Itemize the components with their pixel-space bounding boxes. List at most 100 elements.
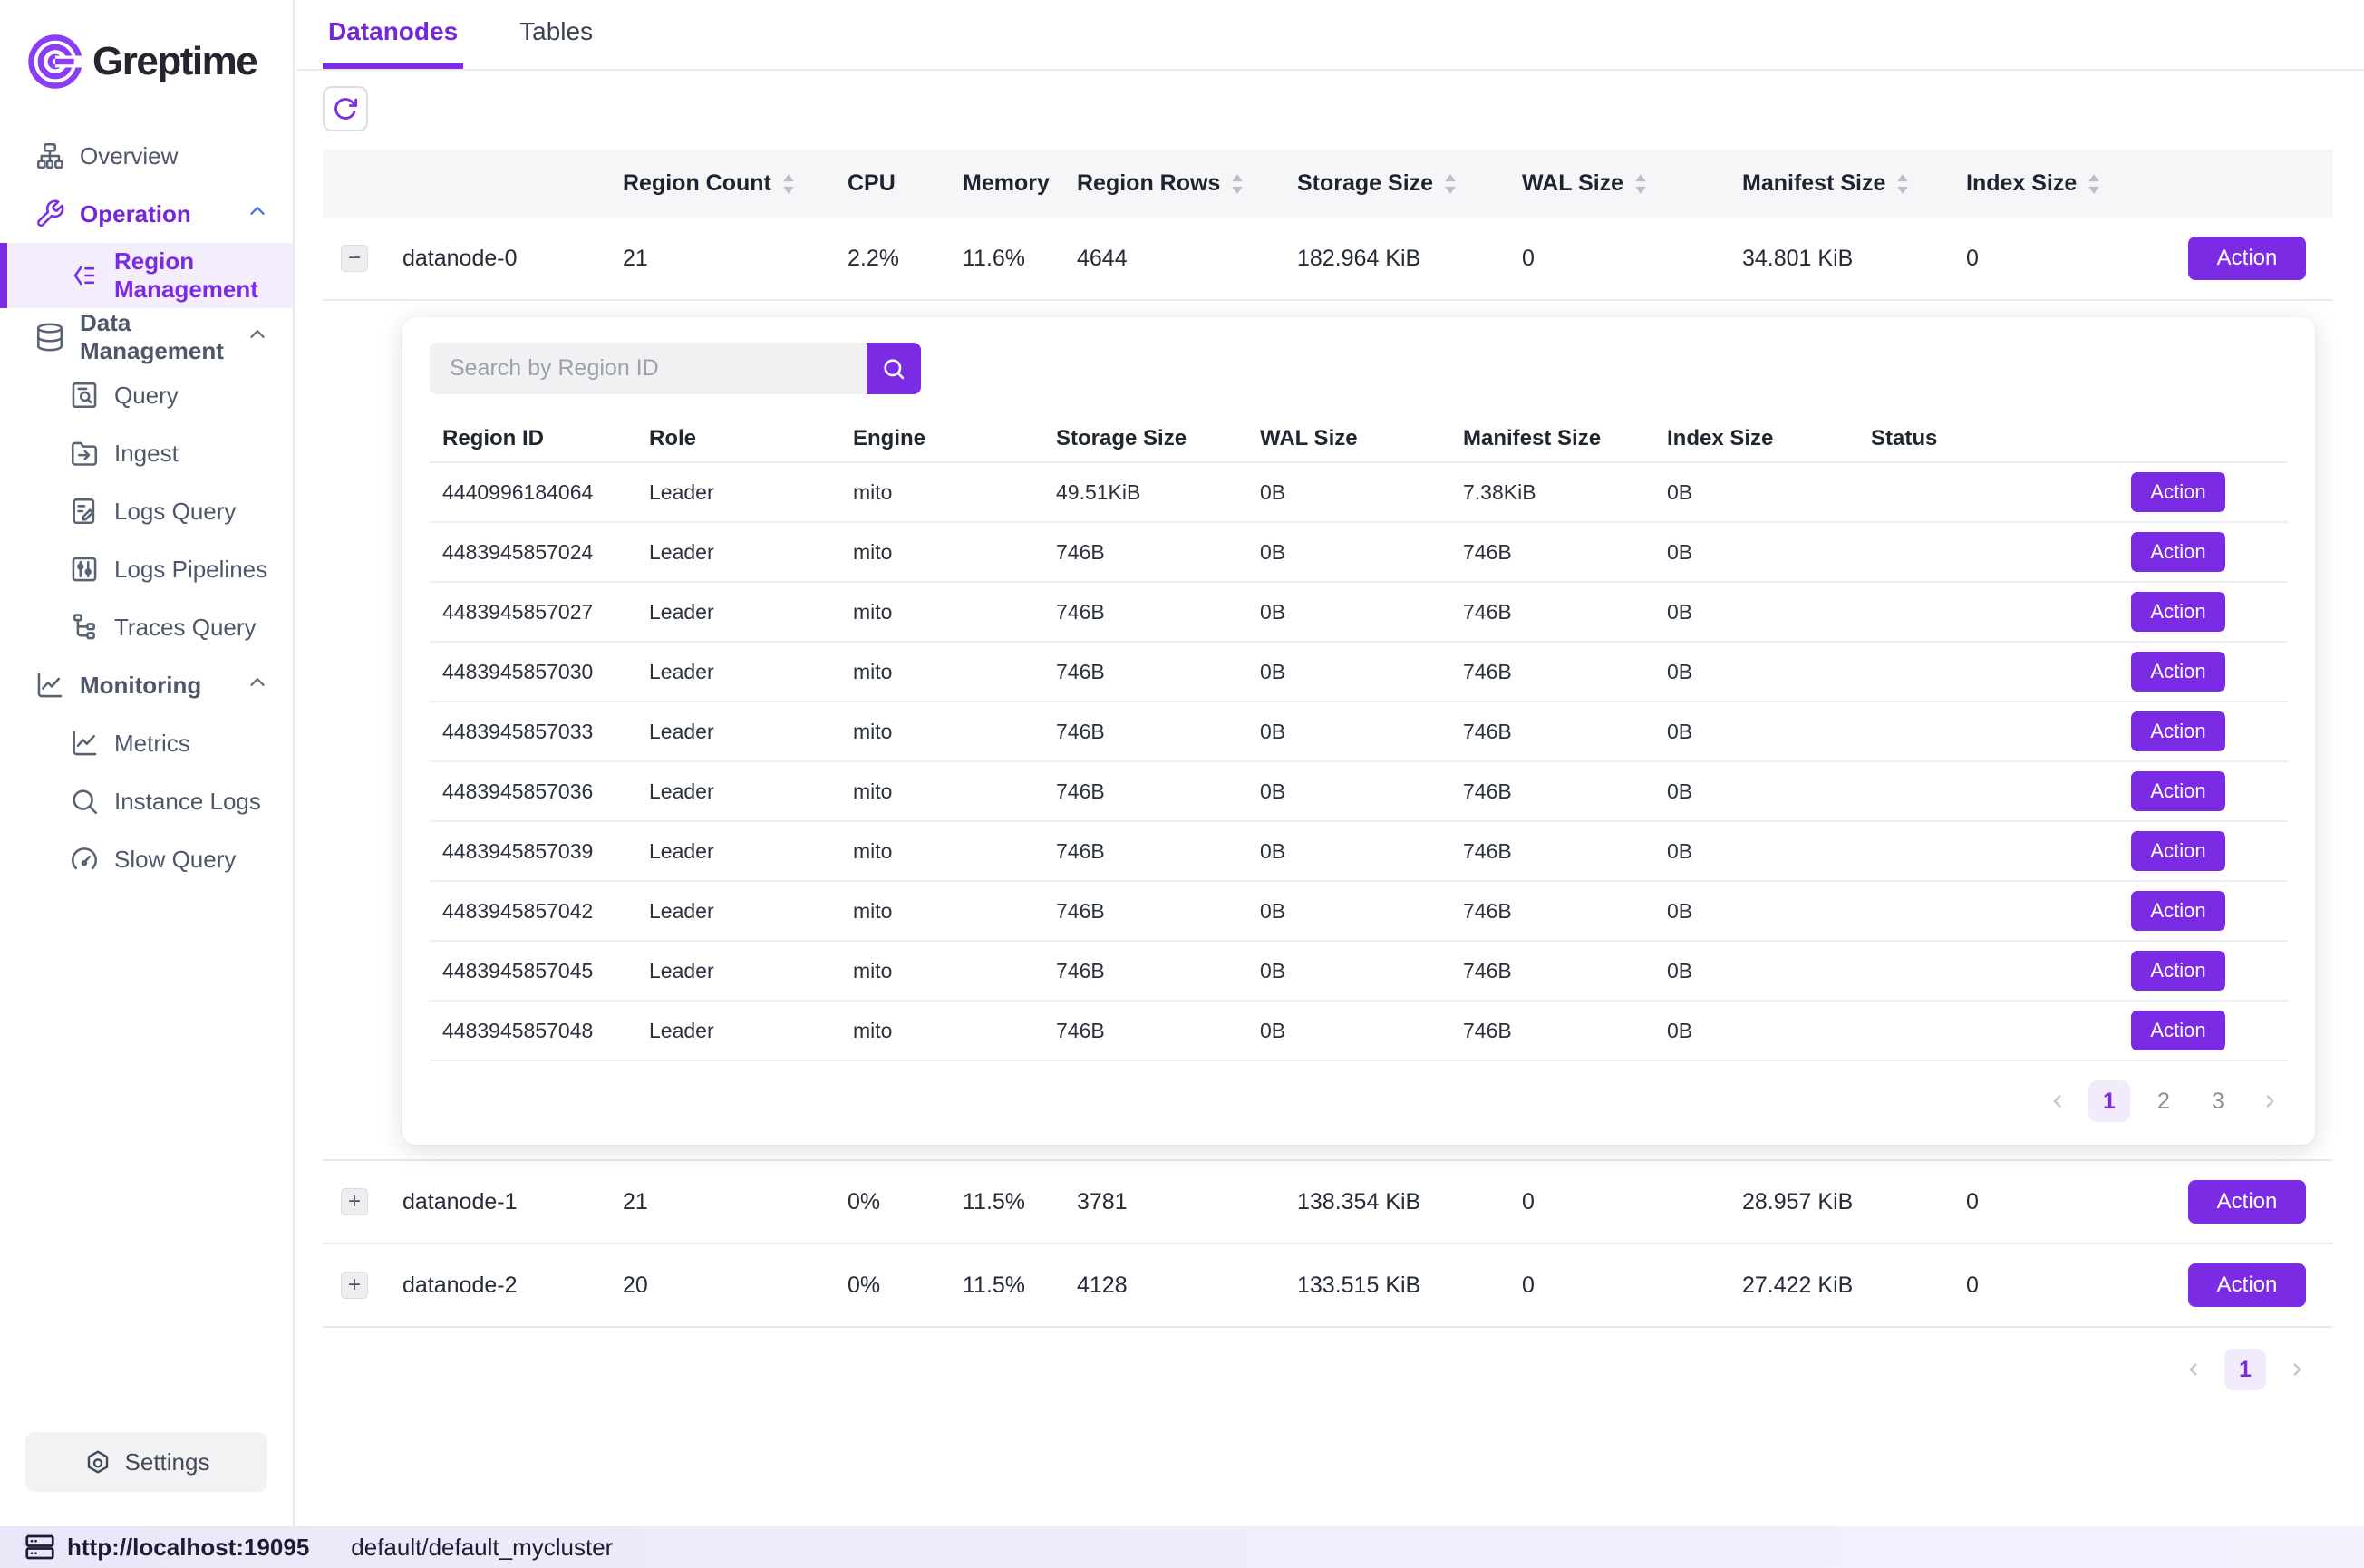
sort-icon[interactable] — [1633, 172, 1649, 196]
column-header-role: Role — [649, 426, 697, 450]
refresh-icon — [334, 98, 358, 120]
page-button-2[interactable]: 2 — [2157, 1088, 2170, 1114]
datanode-row-0: − datanode-0 21 2.2% 11.6% 4644 182.964 … — [323, 218, 2333, 301]
expand-row-button[interactable]: + — [341, 1272, 368, 1299]
action-button[interactable]: Action — [2131, 771, 2225, 811]
search-icon — [884, 358, 905, 379]
sidebar-item-query[interactable]: Query — [0, 366, 293, 424]
server-url[interactable]: http://localhost:19095 — [67, 1533, 310, 1561]
sitemap-icon — [34, 140, 65, 171]
datanode-name: datanode-0 — [402, 245, 518, 271]
sidebar-section-data-management[interactable]: Data Management — [0, 308, 293, 366]
wal-size-value: 0B — [1260, 599, 1286, 624]
column-header-region-count[interactable]: Region Count — [623, 170, 848, 197]
column-header-index-size[interactable]: Index Size — [1966, 170, 2188, 197]
sidebar-item-ingest[interactable]: Ingest — [0, 424, 293, 482]
refresh-button[interactable] — [323, 86, 368, 131]
action-button[interactable]: Action — [2131, 831, 2225, 871]
column-header-storage-size[interactable]: Storage Size — [1297, 170, 1522, 197]
next-page-icon[interactable] — [2279, 1351, 2315, 1388]
engine-value: mito — [853, 958, 893, 982]
sidebar-item-traces-query[interactable]: Traces Query — [0, 598, 293, 656]
collapse-row-button[interactable]: − — [341, 245, 368, 272]
column-header-manifest-size: Manifest Size — [1463, 426, 1602, 450]
action-button[interactable]: Action — [2131, 1011, 2225, 1050]
tab-label: Datanodes — [328, 17, 459, 45]
chevron-up-icon[interactable] — [246, 323, 269, 353]
storage-size-value: 746B — [1056, 539, 1105, 564]
action-button[interactable]: Action — [2188, 1180, 2306, 1224]
wal-size-value: 0B — [1260, 779, 1286, 803]
action-button[interactable]: Action — [2131, 891, 2225, 931]
sort-icon[interactable] — [1229, 172, 1245, 196]
sidebar-item-instance-logs[interactable]: Instance Logs — [0, 772, 293, 830]
settings-button[interactable]: Settings — [25, 1432, 267, 1492]
chart-line-icon — [34, 670, 65, 701]
expanded-row-container: Region ID Role Engine Storage Size WAL S… — [323, 301, 2333, 1161]
page-button-1[interactable]: 1 — [2224, 1349, 2266, 1390]
cluster-name[interactable]: default/default_mycluster — [351, 1533, 614, 1561]
datanode-name: datanode-1 — [402, 1188, 518, 1215]
index-size-value: 0B — [1667, 539, 1693, 564]
storage-size-value: 746B — [1056, 779, 1105, 803]
column-header-memory: Memory — [963, 170, 1050, 196]
region-count-value: 20 — [623, 1272, 648, 1298]
sort-icon[interactable] — [1442, 172, 1458, 196]
prev-page-icon[interactable] — [2175, 1351, 2212, 1388]
sidebar-item-logs-pipelines[interactable]: Logs Pipelines — [0, 540, 293, 598]
region-id-value: 4440996184064 — [442, 479, 594, 504]
region-table-header: Region ID Role Engine Storage Size WAL S… — [430, 416, 2288, 463]
manifest-size-value: 746B — [1463, 958, 1512, 982]
wal-size-value: 0B — [1260, 898, 1286, 923]
sidebar-item-slow-query[interactable]: Slow Query — [0, 830, 293, 888]
wal-size-value: 0B — [1260, 958, 1286, 982]
region-search-input[interactable] — [430, 343, 867, 394]
datanode-row-1: + datanode-1 21 0% 11.5% 3781 138.354 Ki… — [323, 1161, 2333, 1244]
region-id-value: 4483945857039 — [442, 838, 594, 863]
role-value: Leader — [649, 898, 714, 923]
tab-tables[interactable]: Tables — [514, 0, 598, 69]
tab-label: Tables — [519, 17, 594, 45]
chevron-up-icon[interactable] — [246, 671, 269, 701]
sort-icon[interactable] — [1894, 172, 1911, 196]
datanode-row-2: + datanode-2 20 0% 11.5% 4128 133.515 Ki… — [323, 1244, 2333, 1328]
region-pagination: 1 2 3 — [430, 1074, 2288, 1128]
next-page-icon[interactable] — [2252, 1083, 2288, 1119]
column-header-wal-size[interactable]: WAL Size — [1522, 170, 1742, 197]
action-button[interactable]: Action — [2131, 472, 2225, 512]
action-button[interactable]: Action — [2131, 711, 2225, 751]
sidebar-section-operation[interactable]: Operation — [0, 185, 293, 243]
sidebar-section-monitoring[interactable]: Monitoring — [0, 656, 293, 714]
action-button[interactable]: Action — [2131, 652, 2225, 692]
datanode-table: Region Count CPU Memory Region Rows St — [323, 150, 2333, 1397]
role-value: Leader — [649, 838, 714, 863]
action-button[interactable]: Action — [2131, 951, 2225, 991]
sort-icon[interactable] — [2086, 172, 2102, 196]
manifest-size-value: 746B — [1463, 539, 1512, 564]
region-row: 4440996184064 Leader mito 49.51KiB 0B 7.… — [430, 463, 2288, 523]
column-header-manifest-size[interactable]: Manifest Size — [1742, 170, 1966, 197]
action-button[interactable]: Action — [2131, 592, 2225, 632]
sidebar-item-metrics[interactable]: Metrics — [0, 714, 293, 772]
manifest-size-value: 7.38KiB — [1463, 479, 1536, 504]
column-header-region-rows[interactable]: Region Rows — [1077, 170, 1297, 197]
page-button-3[interactable]: 3 — [2212, 1088, 2224, 1114]
sidebar-item-region-management[interactable]: Region Management — [0, 243, 293, 308]
role-value: Leader — [649, 599, 714, 624]
engine-value: mito — [853, 898, 893, 923]
sidebar-item-label: Overview — [80, 141, 179, 169]
action-button[interactable]: Action — [2131, 532, 2225, 572]
gear-icon — [87, 1450, 108, 1474]
tab-datanodes[interactable]: Datanodes — [323, 0, 464, 69]
sort-icon[interactable] — [780, 172, 797, 196]
sidebar-item-logs-query[interactable]: Logs Query — [0, 482, 293, 540]
region-card: Region ID Role Engine Storage Size WAL S… — [402, 317, 2315, 1145]
search-button[interactable] — [867, 343, 921, 394]
prev-page-icon[interactable] — [2039, 1083, 2076, 1119]
action-button[interactable]: Action — [2188, 1263, 2306, 1307]
chevron-up-icon[interactable] — [246, 199, 269, 229]
page-button-1[interactable]: 1 — [2088, 1080, 2130, 1122]
expand-row-button[interactable]: + — [341, 1188, 368, 1215]
action-button[interactable]: Action — [2188, 237, 2306, 280]
sidebar-item-overview[interactable]: Overview — [0, 127, 293, 185]
